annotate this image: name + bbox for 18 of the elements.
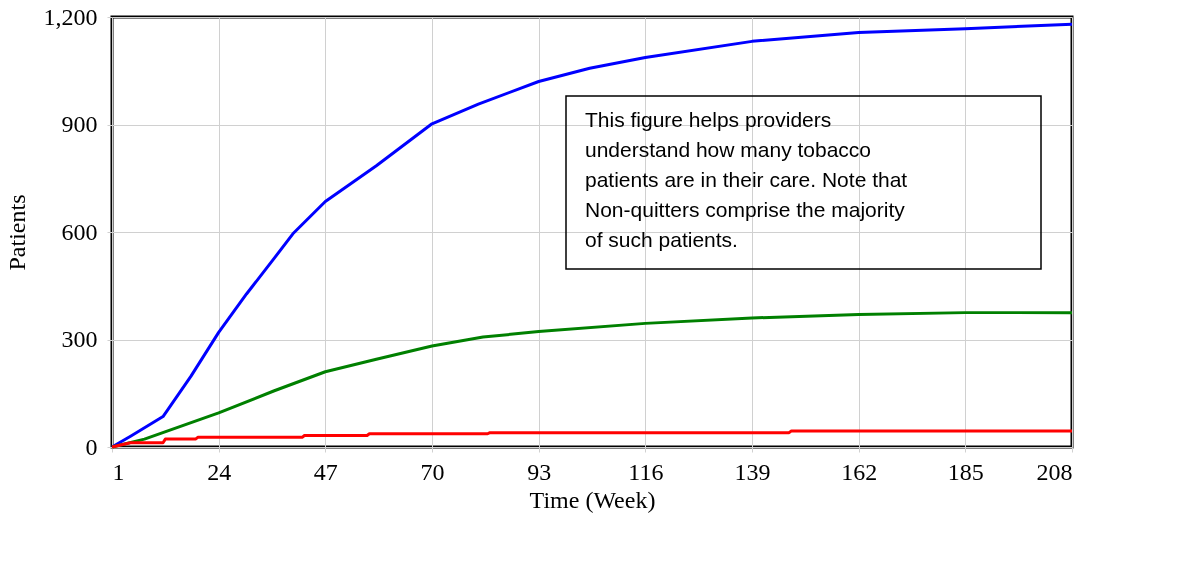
x-tick-label: 208 xyxy=(1036,458,1073,485)
x-tick-label: 70 xyxy=(420,458,445,485)
x-tick-label: 185 xyxy=(947,458,984,485)
x-tick-label: 139 xyxy=(734,458,771,485)
x-tick-label: 93 xyxy=(527,458,552,485)
x-axis-title: Time (Week) xyxy=(529,486,656,513)
y-tick-label: 1,200 xyxy=(43,3,98,30)
x-tick-label: 24 xyxy=(207,458,232,485)
annotation: This figure helps providers understand how many tobacco patients are in their care. Note that Non-quitters comprise the majority of such patients. xyxy=(585,108,908,251)
x-tick-label: 162 xyxy=(841,458,878,485)
y-axis-title: Patients xyxy=(3,194,30,271)
y-tick-label: 300 xyxy=(61,326,98,352)
y-tick-label: 0 xyxy=(85,433,98,460)
x-tick-label: 47 xyxy=(313,458,338,485)
x-tick-label: 1 xyxy=(112,458,125,485)
y-tick-label: 600 xyxy=(61,218,98,245)
x-tick-label: 116 xyxy=(628,458,664,485)
y-tick-label: 900 xyxy=(61,111,98,137)
